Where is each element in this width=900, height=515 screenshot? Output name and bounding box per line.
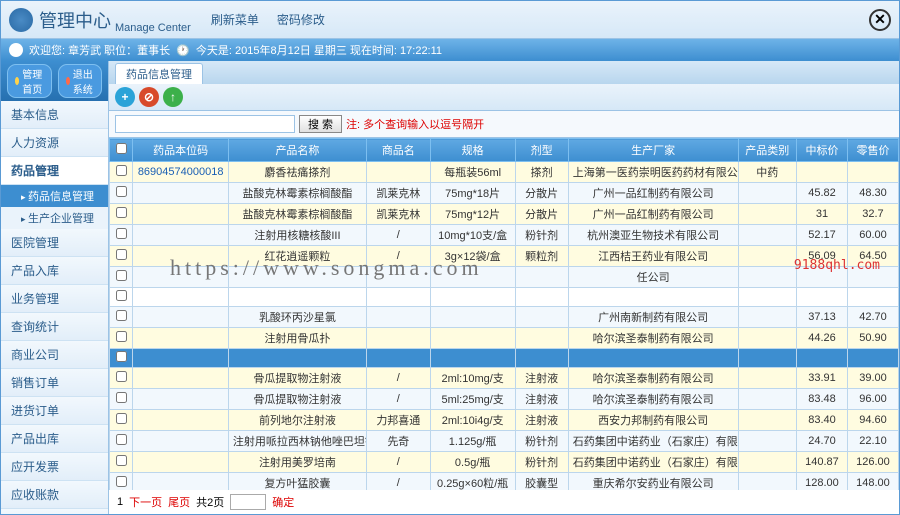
add-button[interactable]: + [115, 87, 135, 107]
table-row[interactable] [110, 349, 899, 368]
sidebar-item[interactable]: 产品入库 [1, 257, 108, 285]
menu-refresh[interactable]: 刷新菜单 [211, 11, 259, 28]
row-checkbox[interactable] [116, 270, 127, 281]
pager: 1 下一页 尾页 共2页 确定 [109, 490, 899, 514]
row-checkbox[interactable] [116, 476, 127, 487]
search-button[interactable]: 搜 索 [299, 115, 342, 133]
table-header: 商品名 [366, 139, 430, 162]
home-button[interactable]: 管理首页 [7, 64, 52, 98]
sidebar-item[interactable]: 基本信息 [1, 101, 108, 129]
close-icon[interactable]: ✕ [869, 9, 891, 31]
pager-input[interactable] [230, 494, 266, 510]
sidebar-item[interactable]: 应开发票 [1, 453, 108, 481]
clock-icon: 🕐 [176, 44, 190, 57]
app-title-en: Manage Center [115, 22, 191, 34]
sidebar-item[interactable]: 应收账款 [1, 481, 108, 509]
table-header: 中标价 [796, 139, 847, 162]
table-header: 产品类别 [738, 139, 796, 162]
select-all-checkbox[interactable] [116, 143, 127, 154]
sidebar-item[interactable]: 医院管理 [1, 229, 108, 257]
delete-button[interactable]: ⊘ [139, 87, 159, 107]
sidebar-item[interactable]: 进货订单 [1, 397, 108, 425]
row-checkbox[interactable] [116, 455, 127, 466]
table-row[interactable]: 86904574000018麝香祛痛搽剂每瓶装56ml搽剂上海第一医药崇明医药药… [110, 162, 899, 183]
table-row[interactable]: 盐酸克林霉素棕榈酸酯凯莱克林75mg*12片分散片广州一品红制药有限公司3132… [110, 204, 899, 225]
search-input[interactable] [115, 115, 295, 133]
table-row[interactable]: 骨瓜提取物注射液/5ml:25mg/支注射液哈尔滨圣泰制药有限公司83.4896… [110, 389, 899, 410]
tab-bar: 药品信息管理 [109, 61, 899, 84]
menu-password[interactable]: 密码修改 [277, 11, 325, 28]
table-row[interactable]: 红花逍遥颗粒/3g×12袋/盒颗粒剂江西桔王药业有限公司56.0964.50 [110, 246, 899, 267]
welcome-text: 欢迎您: 章芳武 职位：董事长 [29, 42, 170, 58]
app-logo-icon [9, 8, 33, 32]
tab-active[interactable]: 药品信息管理 [115, 63, 203, 84]
sidebar-sub-item[interactable]: 药品信息管理 [1, 185, 108, 207]
row-checkbox[interactable] [116, 207, 127, 218]
row-checkbox[interactable] [116, 413, 127, 424]
sidebar-item[interactable]: 应收发票 [1, 509, 108, 514]
sidebar-item[interactable]: 查询统计 [1, 313, 108, 341]
data-table: 药品本位码产品名称商品名规格剂型生产厂家产品类别中标价零售价 869045740… [109, 138, 899, 490]
row-checkbox[interactable] [116, 249, 127, 260]
search-hint: 注: 多个查询输入以逗号隔开 [346, 116, 484, 132]
table-row[interactable]: 复方叶猛胶囊/0.25g×60粒/瓶胶囊型重庆希尔安药业有限公司128.0014… [110, 473, 899, 491]
table-row[interactable]: 注射用核糖核酸III/10mg*10支/盒粉针剂杭州澳亚生物技术有限公司52.1… [110, 225, 899, 246]
sidebar-item[interactable]: 药品管理 [1, 157, 108, 185]
pager-total: 共2页 [196, 494, 224, 510]
table-row[interactable]: 任公司 [110, 267, 899, 288]
row-checkbox[interactable] [116, 186, 127, 197]
table-row[interactable]: 注射用美罗培南/0.5g/瓶粉针剂石药集团中诺药业（石家庄）有限公司140.87… [110, 452, 899, 473]
table-row[interactable] [110, 288, 899, 307]
user-bar: 欢迎您: 章芳武 职位：董事长 🕐 今天是: 2015年8月12日 星期三 现在… [1, 39, 899, 61]
table-header: 零售价 [847, 139, 898, 162]
row-checkbox[interactable] [116, 290, 127, 301]
app-title-zh: 管理中心 [39, 7, 111, 33]
sidebar-item[interactable]: 商业公司 [1, 341, 108, 369]
toolbar: + ⊘ ↑ [109, 84, 899, 111]
table-row[interactable]: 注射用骨瓜扑哈尔滨圣泰制药有限公司44.2650.90 [110, 328, 899, 349]
table-header: 剂型 [515, 139, 568, 162]
table-header: 药品本位码 [133, 139, 229, 162]
datetime-text: 今天是: 2015年8月12日 星期三 现在时间: 17:22:11 [196, 42, 442, 58]
row-checkbox[interactable] [116, 434, 127, 445]
row-checkbox[interactable] [116, 351, 127, 362]
exit-button[interactable]: 退出系统 [58, 64, 103, 98]
table-header: 规格 [430, 139, 515, 162]
table-header: 生产厂家 [568, 139, 738, 162]
avatar-icon [9, 43, 23, 57]
pager-last[interactable]: 尾页 [168, 494, 190, 510]
table-row[interactable]: 骨瓜提取物注射液/2ml:10mg/支注射液哈尔滨圣泰制药有限公司33.9139… [110, 368, 899, 389]
table-header: 产品名称 [228, 139, 366, 162]
titlebar: 管理中心 Manage Center 刷新菜单 密码修改 ✕ [1, 1, 899, 39]
up-button[interactable]: ↑ [163, 87, 183, 107]
pager-confirm[interactable]: 确定 [272, 494, 294, 510]
row-checkbox[interactable] [116, 165, 127, 176]
row-checkbox[interactable] [116, 331, 127, 342]
pager-next[interactable]: 下一页 [129, 494, 162, 510]
table-row[interactable]: 乳酸环丙沙星氯广州南新制药有限公司37.1342.70 [110, 307, 899, 328]
table-row[interactable]: 盐酸克林霉素棕榈酸酯凯莱克林75mg*18片分散片广州一品红制药有限公司45.8… [110, 183, 899, 204]
sidebar-item[interactable]: 产品出库 [1, 425, 108, 453]
table-row[interactable]: 注射用哌拉西林钠他唑巴坦钠先奇1.125g/瓶粉针剂石药集团中诺药业（石家庄）有… [110, 431, 899, 452]
row-checkbox[interactable] [116, 392, 127, 403]
sidebar-item[interactable]: 业务管理 [1, 285, 108, 313]
table-row[interactable]: 前列地尔注射液力邦喜通2ml:10i4g/支注射液西安力邦制药有限公司83.40… [110, 410, 899, 431]
sidebar: 管理首页 退出系统 基本信息人力资源药品管理药品信息管理生产企业管理医院管理产品… [1, 61, 109, 514]
row-checkbox[interactable] [116, 371, 127, 382]
row-checkbox[interactable] [116, 310, 127, 321]
row-checkbox[interactable] [116, 228, 127, 239]
table-header [110, 139, 133, 162]
sidebar-item[interactable]: 销售订单 [1, 369, 108, 397]
sidebar-item[interactable]: 人力资源 [1, 129, 108, 157]
sidebar-sub-item[interactable]: 生产企业管理 [1, 207, 108, 229]
